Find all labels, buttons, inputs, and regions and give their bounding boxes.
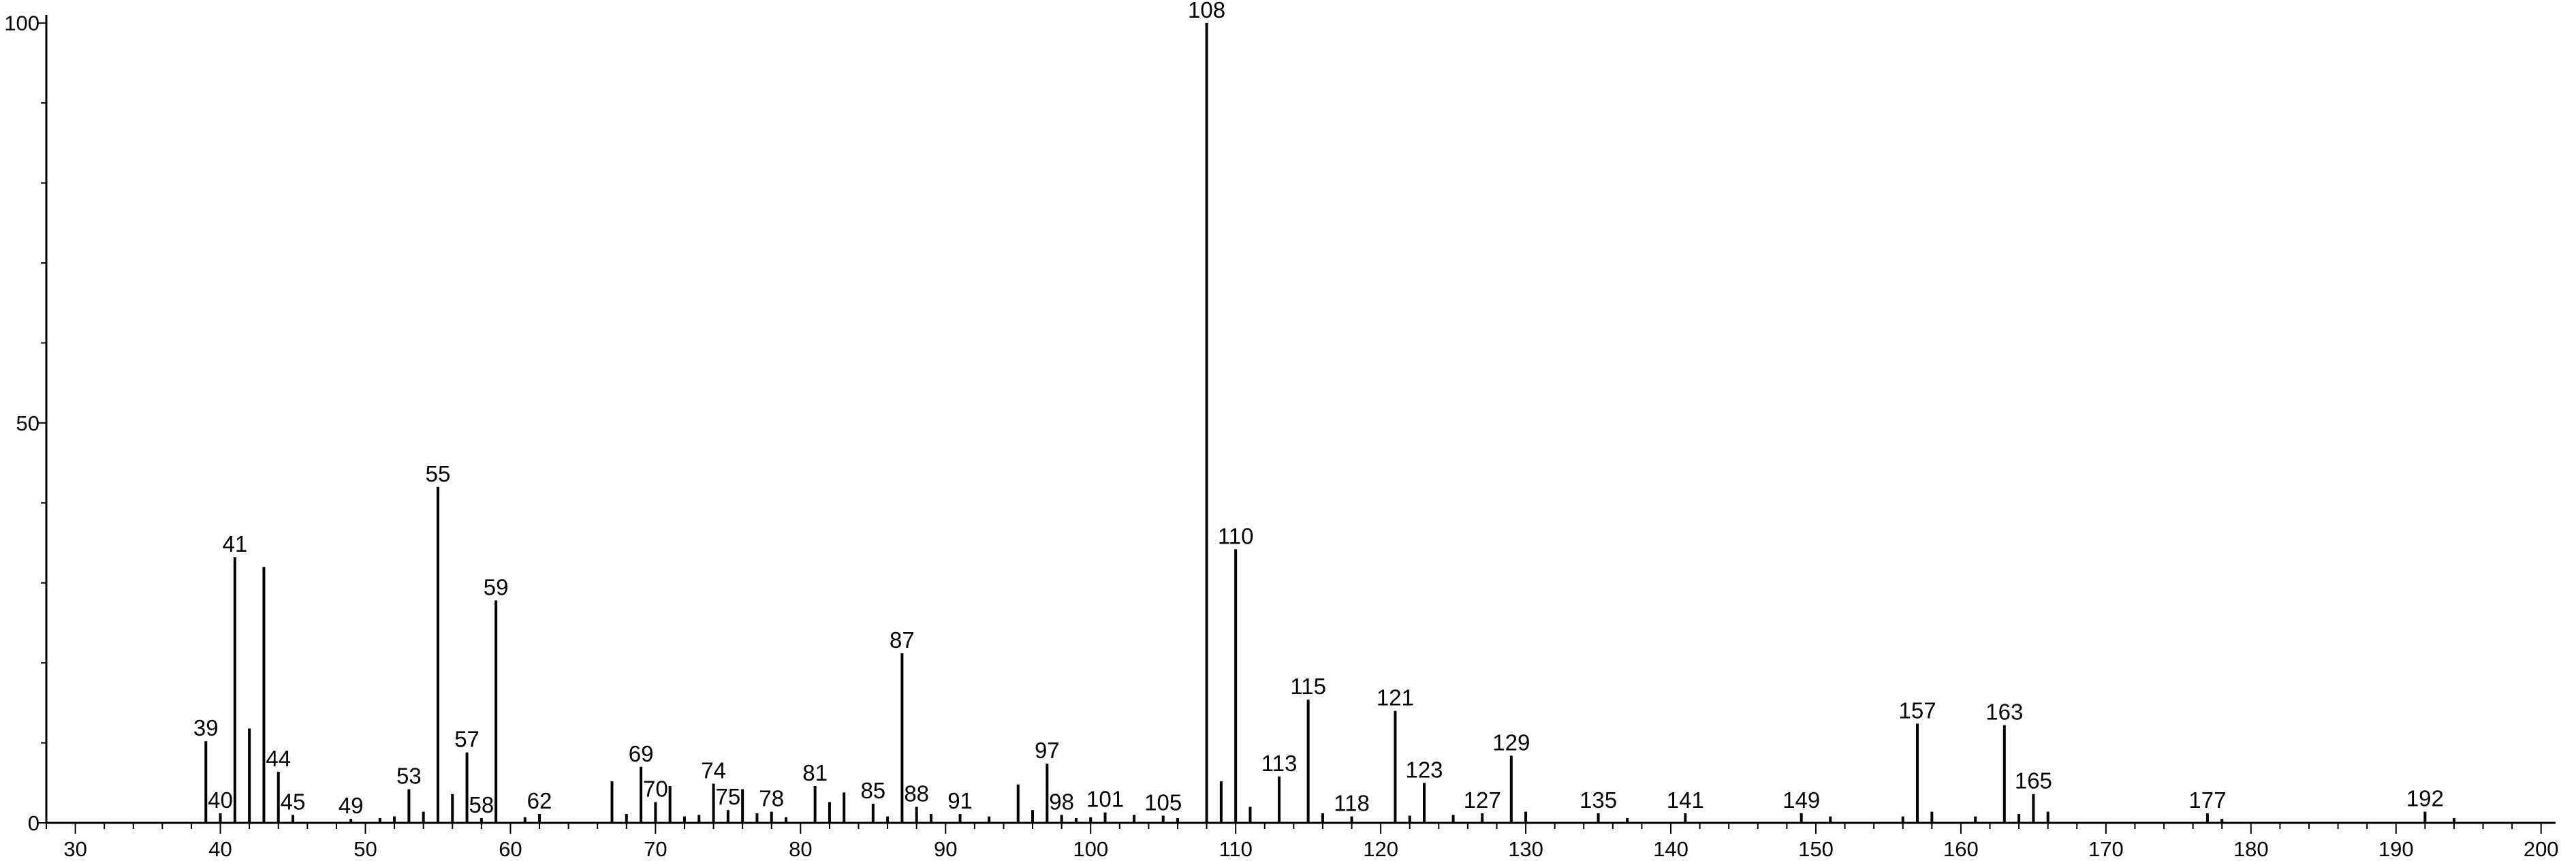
peak-label: 163 <box>1985 700 2023 725</box>
x-tick-label: 50 <box>354 837 377 861</box>
peak-label: 75 <box>715 784 740 809</box>
peak-label: 78 <box>759 786 784 811</box>
x-tick-label: 60 <box>499 837 522 861</box>
peak-label: 88 <box>904 781 929 807</box>
peak-label: 57 <box>454 727 480 752</box>
peak-label: 192 <box>2406 786 2444 811</box>
x-tick-label: 150 <box>1798 837 1834 861</box>
peak-label: 44 <box>266 746 291 771</box>
peak-label: 59 <box>484 575 509 600</box>
peak-label: 115 <box>1290 674 1326 699</box>
peak-label: 149 <box>1782 787 1820 813</box>
peak-label: 123 <box>1405 757 1443 782</box>
peak-label: 53 <box>396 764 422 789</box>
peak-label: 45 <box>281 789 306 814</box>
peak-label: 108 <box>1188 0 1225 22</box>
peak-label: 39 <box>193 715 219 740</box>
peak-label: 135 <box>1580 787 1617 813</box>
y-tick-label: 50 <box>16 411 40 435</box>
x-tick-label: 180 <box>2233 837 2269 861</box>
axes <box>45 15 2556 824</box>
peak-label: 62 <box>527 788 552 813</box>
peak-label: 118 <box>1334 791 1370 816</box>
peak-label: 157 <box>1898 698 1936 723</box>
x-tick-label: 30 <box>63 837 87 861</box>
x-tick-label: 140 <box>1653 837 1688 861</box>
x-tick-label: 190 <box>2378 837 2414 861</box>
peak-label: 129 <box>1492 730 1530 755</box>
peak-label: 98 <box>1049 789 1074 814</box>
x-axis-ticks: 30 40 50 60 70 80 90 100 110 120 130 140 150 160 170 18… <box>46 823 2559 861</box>
peak-label: 41 <box>222 531 247 557</box>
x-tick-label: 200 <box>2524 837 2559 861</box>
peak-label: 101 <box>1086 787 1124 812</box>
peak-label: 58 <box>469 792 494 817</box>
peak-label: 113 <box>1261 751 1298 776</box>
peak-label: 74 <box>701 757 726 783</box>
peak-label: 55 <box>426 461 451 486</box>
peak-label: 110 <box>1218 523 1254 548</box>
peak-label: 40 <box>208 787 233 813</box>
x-tick-label: 70 <box>644 837 667 861</box>
peak-label: 85 <box>860 778 885 803</box>
peak-label: 127 <box>1464 787 1501 813</box>
x-tick-label: 120 <box>1363 837 1398 861</box>
y-axis-ticks: 0 50 100 <box>4 12 46 835</box>
peak-label: 165 <box>2015 768 2052 794</box>
x-tick-label: 130 <box>1508 837 1543 861</box>
peak-label: 141 <box>1667 787 1704 813</box>
peak-label: 91 <box>947 788 973 813</box>
peak-label: 105 <box>1144 789 1182 815</box>
x-tick-label: 110 <box>1219 837 1252 861</box>
peak-label: 177 <box>2188 787 2226 813</box>
peak-label: 49 <box>339 793 364 818</box>
x-tick-label: 160 <box>1943 837 1979 861</box>
peak-label: 87 <box>890 627 915 653</box>
peak-bars <box>204 22 2455 823</box>
peak-label: 69 <box>629 741 654 766</box>
x-tick-label: 90 <box>934 837 957 861</box>
peak-label: 121 <box>1377 685 1414 710</box>
x-tick-label: 80 <box>789 837 812 861</box>
x-tick-label: 100 <box>1073 837 1108 861</box>
peak-label: 70 <box>643 776 668 801</box>
peak-label: 97 <box>1035 738 1060 763</box>
x-tick-label: 170 <box>2088 837 2124 861</box>
y-tick-label: 100 <box>4 12 40 35</box>
x-tick-label: 40 <box>208 837 232 861</box>
y-tick-label: 0 <box>28 811 40 835</box>
peak-label: 81 <box>802 760 828 785</box>
